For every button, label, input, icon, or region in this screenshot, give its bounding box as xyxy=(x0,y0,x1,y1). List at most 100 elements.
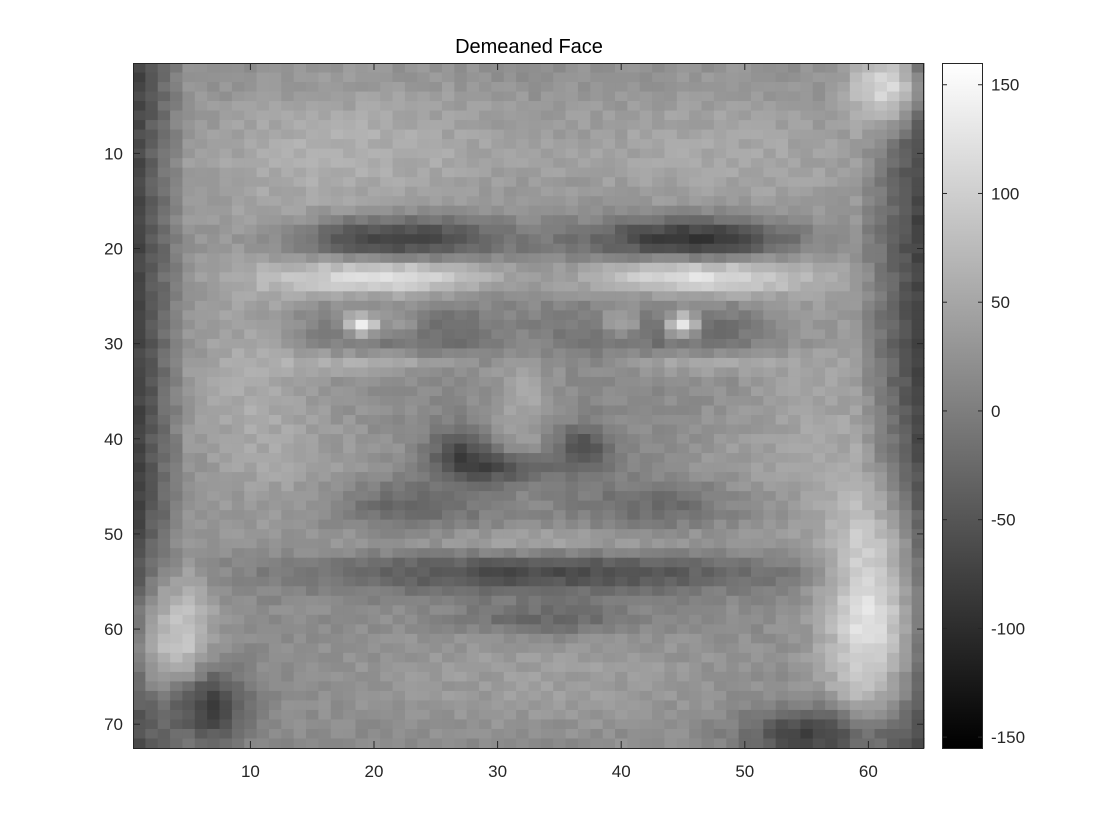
image-pixel xyxy=(157,595,171,606)
image-pixel xyxy=(800,91,814,102)
image-pixel xyxy=(837,101,851,112)
image-pixel xyxy=(837,529,851,540)
image-pixel xyxy=(874,424,888,435)
image-pixel xyxy=(256,395,270,407)
image-pixel xyxy=(133,139,146,150)
image-pixel xyxy=(540,434,554,445)
image-pixel xyxy=(528,329,542,340)
image-pixel xyxy=(194,443,208,454)
image-pixel xyxy=(874,614,888,625)
image-pixel xyxy=(553,215,567,226)
image-pixel xyxy=(133,519,146,530)
image-pixel xyxy=(577,681,591,692)
image-pixel xyxy=(244,120,258,131)
image-pixel xyxy=(343,186,357,197)
image-pixel xyxy=(281,519,295,530)
image-pixel xyxy=(664,576,678,587)
image-pixel xyxy=(738,700,752,711)
image-pixel xyxy=(553,177,567,188)
image-pixel xyxy=(874,738,888,749)
image-pixel xyxy=(367,415,381,426)
image-pixel xyxy=(652,462,666,473)
image-pixel xyxy=(676,300,690,311)
image-pixel xyxy=(825,462,839,473)
image-pixel xyxy=(392,386,406,397)
image-pixel xyxy=(540,129,554,140)
image-pixel xyxy=(849,253,863,264)
image-pixel xyxy=(182,120,196,131)
image-pixel xyxy=(219,681,233,692)
image-pixel xyxy=(540,443,554,454)
image-pixel xyxy=(454,671,468,682)
image-pixel xyxy=(553,633,567,644)
image-pixel xyxy=(676,595,690,606)
image-pixel xyxy=(886,319,900,330)
image-pixel xyxy=(244,614,258,625)
image-pixel xyxy=(133,272,146,283)
image-pixel xyxy=(157,158,171,169)
image-pixel xyxy=(293,196,307,207)
image-pixel xyxy=(170,281,184,292)
image-pixel xyxy=(454,443,468,454)
image-pixel xyxy=(503,719,517,730)
image-pixel xyxy=(194,576,208,587)
image-pixel xyxy=(775,434,789,445)
image-pixel xyxy=(763,348,777,359)
image-pixel xyxy=(244,453,258,464)
image-pixel xyxy=(602,196,616,207)
image-pixel xyxy=(256,671,270,682)
image-pixel xyxy=(503,243,517,254)
image-pixel xyxy=(182,300,196,311)
image-pixel xyxy=(911,548,925,559)
image-pixel xyxy=(713,681,727,692)
image-pixel xyxy=(911,519,925,530)
image-pixel xyxy=(812,443,826,454)
y-tick-label: 70 xyxy=(104,715,123,734)
image-pixel xyxy=(491,538,505,549)
image-pixel xyxy=(652,405,666,416)
image-pixel xyxy=(899,595,913,606)
image-pixel xyxy=(454,709,468,721)
image-pixel xyxy=(849,186,863,197)
image-pixel xyxy=(194,567,208,578)
image-pixel xyxy=(330,643,344,654)
image-pixel xyxy=(788,709,802,721)
image-pixel xyxy=(454,167,468,178)
image-pixel xyxy=(886,148,900,159)
image-pixel xyxy=(788,262,802,273)
image-pixel xyxy=(886,205,900,216)
image-pixel xyxy=(899,82,913,93)
image-pixel xyxy=(689,728,703,740)
image-pixel xyxy=(466,690,480,702)
image-pixel xyxy=(862,462,876,473)
image-pixel xyxy=(306,681,319,692)
image-pixel xyxy=(231,662,245,673)
image-pixel xyxy=(441,557,455,568)
image-pixel xyxy=(454,491,468,502)
image-pixel xyxy=(726,319,740,330)
image-pixel xyxy=(862,139,876,150)
image-pixel xyxy=(837,367,851,378)
image-pixel xyxy=(330,624,344,635)
image-pixel xyxy=(553,652,567,663)
image-pixel xyxy=(491,357,505,369)
image-pixel xyxy=(318,253,332,264)
image-pixel xyxy=(157,690,171,702)
image-pixel xyxy=(800,557,814,568)
image-pixel xyxy=(503,310,517,321)
image-pixel xyxy=(577,700,591,711)
image-pixel xyxy=(528,700,542,711)
image-pixel xyxy=(775,101,789,112)
image-pixel xyxy=(306,453,319,464)
image-pixel xyxy=(676,415,690,426)
image-pixel xyxy=(392,224,406,235)
image-pixel xyxy=(615,205,628,216)
image-pixel xyxy=(664,671,678,682)
image-pixel xyxy=(516,395,530,407)
image-pixel xyxy=(874,681,888,692)
image-pixel xyxy=(800,72,814,83)
image-pixel xyxy=(676,338,690,350)
image-pixel xyxy=(763,291,777,302)
image-pixel xyxy=(219,700,233,711)
image-pixel xyxy=(837,91,851,102)
